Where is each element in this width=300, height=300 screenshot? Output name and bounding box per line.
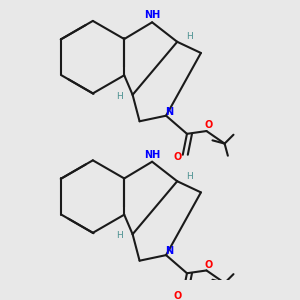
Text: N: N [165,106,173,116]
Text: H: H [116,231,123,240]
Text: O: O [174,152,182,162]
Text: H: H [186,32,193,41]
Text: O: O [174,291,182,300]
Text: O: O [205,260,213,270]
Text: N: N [165,246,173,256]
Text: H: H [116,92,123,101]
Text: NH: NH [145,10,161,20]
Text: NH: NH [145,150,161,160]
Text: H: H [186,172,193,181]
Text: O: O [205,121,213,130]
